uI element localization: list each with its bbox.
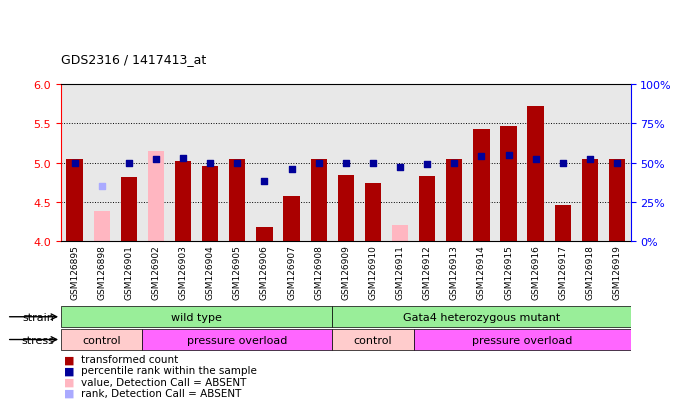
Point [340, 160, 351, 166]
Bar [61, 330, 142, 350]
Point [367, 160, 378, 166]
Bar [555, 206, 571, 242]
Bar [473, 129, 490, 242]
Text: pressure overload: pressure overload [187, 335, 287, 345]
Text: rank, Detection Call = ABSENT: rank, Detection Call = ABSENT [81, 388, 242, 398]
Text: Gata4 heterozygous mutant: Gata4 heterozygous mutant [403, 312, 560, 322]
Bar [142, 330, 332, 350]
Point [69, 160, 80, 166]
Point [503, 152, 514, 159]
Bar [338, 176, 354, 242]
Point [395, 164, 405, 171]
Bar [283, 196, 300, 242]
Bar [311, 159, 327, 242]
Bar [66, 159, 83, 242]
Bar [256, 228, 273, 242]
Text: wild type: wild type [171, 312, 222, 322]
Bar [148, 151, 164, 242]
Text: ■: ■ [64, 388, 75, 398]
Bar [414, 330, 631, 350]
Bar [121, 177, 137, 242]
Point [96, 183, 107, 190]
Point [259, 179, 270, 185]
Bar [61, 307, 332, 327]
Text: ■: ■ [64, 354, 75, 364]
Bar [419, 176, 435, 242]
Point [151, 157, 161, 163]
Point [422, 161, 433, 168]
Point [584, 157, 595, 163]
Text: transformed count: transformed count [81, 354, 178, 364]
Point [313, 160, 324, 166]
Point [530, 157, 541, 163]
Bar [582, 159, 598, 242]
Bar [229, 159, 245, 242]
Point [612, 160, 622, 166]
Bar [332, 307, 631, 327]
Text: percentile rank within the sample: percentile rank within the sample [81, 366, 257, 375]
Text: ■: ■ [64, 366, 75, 375]
Point [123, 160, 134, 166]
Bar [202, 167, 218, 242]
Bar [365, 183, 381, 242]
Text: pressure overload: pressure overload [472, 335, 572, 345]
Text: control: control [83, 335, 121, 345]
Bar [392, 226, 408, 242]
Bar [609, 159, 625, 242]
Text: value, Detection Call = ABSENT: value, Detection Call = ABSENT [81, 377, 247, 387]
Bar [332, 330, 414, 350]
Bar [500, 127, 517, 242]
Bar [527, 107, 544, 242]
Point [476, 154, 487, 160]
Text: stress: stress [22, 335, 54, 345]
Point [205, 160, 216, 166]
Text: ■: ■ [64, 377, 75, 387]
Bar [94, 212, 110, 242]
Point [557, 160, 568, 166]
Text: control: control [354, 335, 392, 345]
Point [286, 166, 297, 173]
Point [178, 155, 188, 162]
Point [232, 160, 243, 166]
Text: strain: strain [22, 312, 54, 322]
Point [449, 160, 460, 166]
Text: GDS2316 / 1417413_at: GDS2316 / 1417413_at [61, 53, 206, 66]
Bar [446, 159, 462, 242]
Bar [175, 161, 191, 242]
